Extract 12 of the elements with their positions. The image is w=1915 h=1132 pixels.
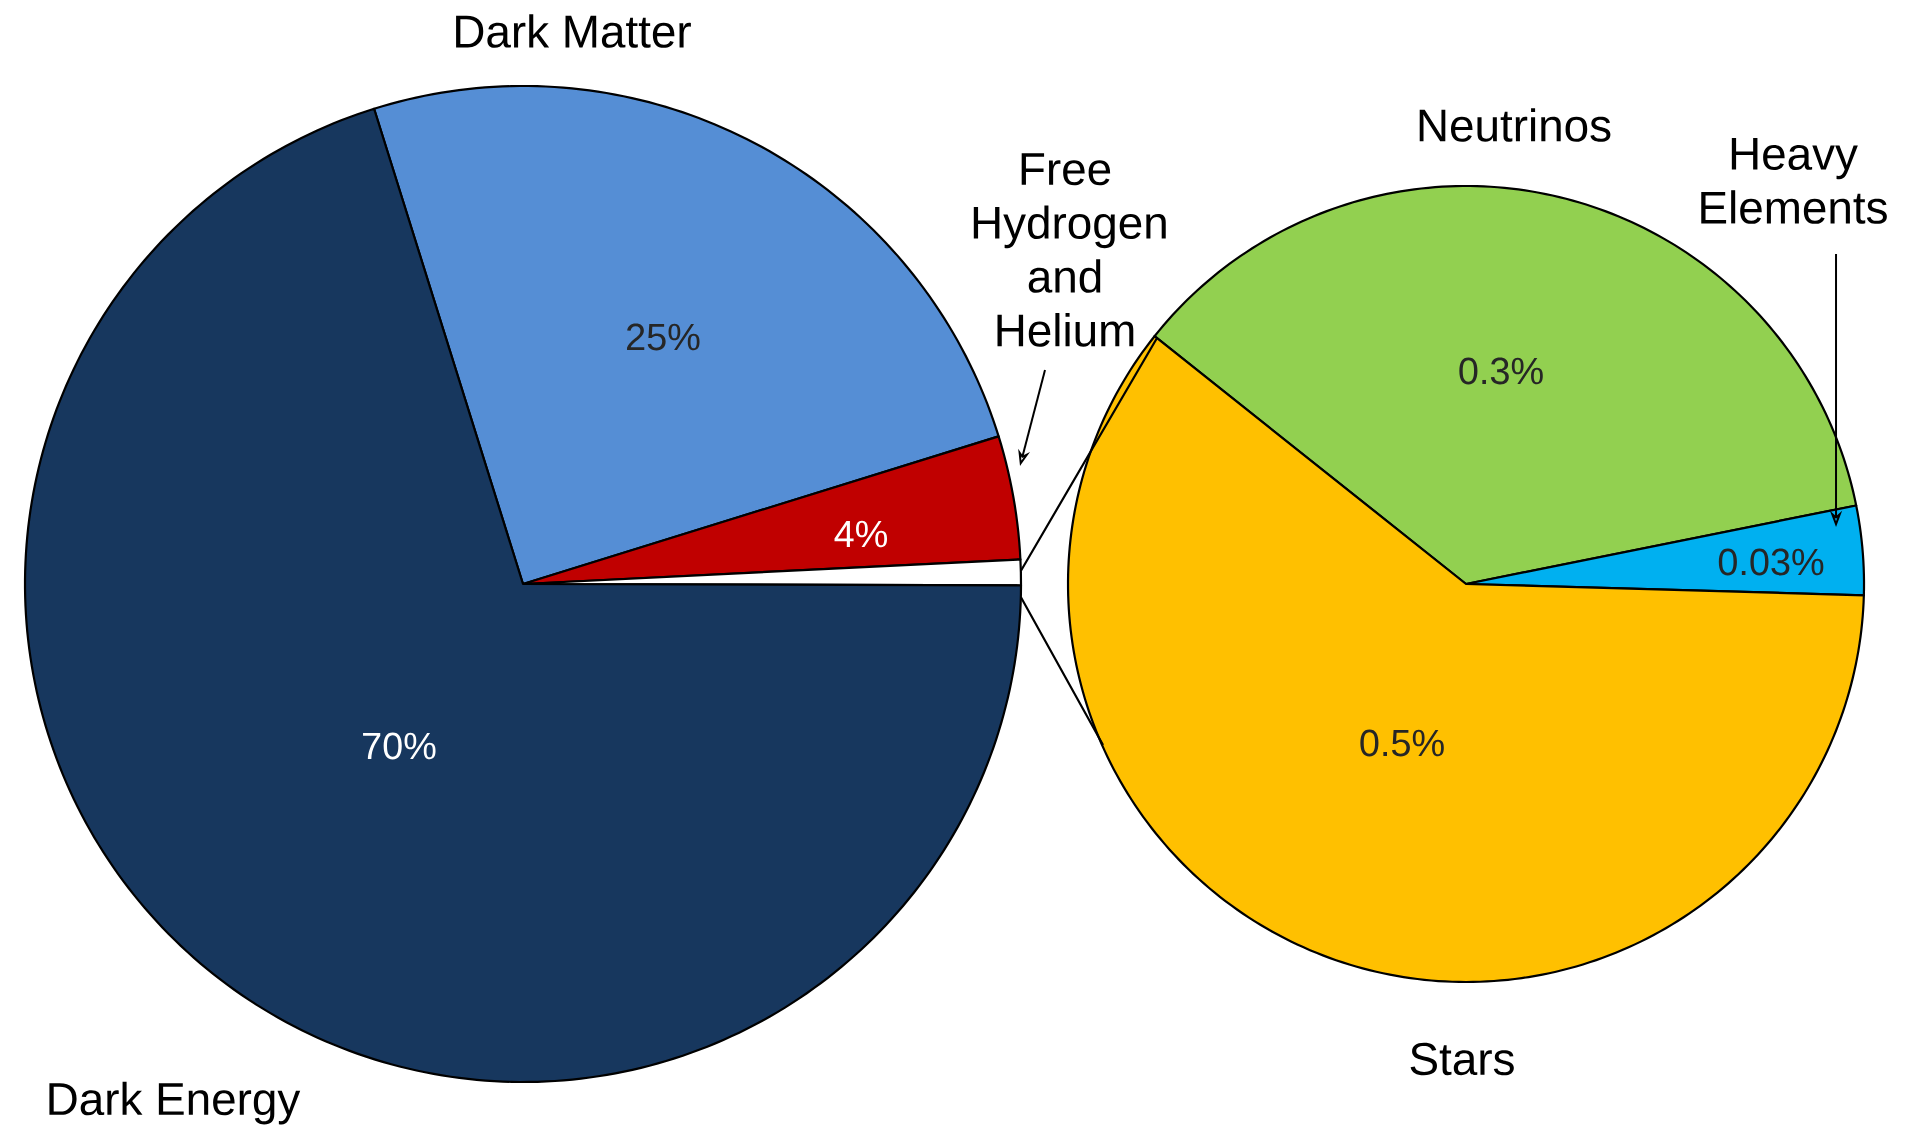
data-label: 70% <box>363 732 436 760</box>
data-label: 0.3% <box>1459 357 1543 385</box>
data-label: 0.03% <box>1718 548 1824 576</box>
slice-label: Heavy Elements <box>1701 138 1887 224</box>
slice-label: Free Hydrogen and Helium <box>973 153 1166 347</box>
slice-label: Dark Matter <box>456 14 691 48</box>
slice-label: Dark Energy <box>49 1081 301 1125</box>
data-label: 4% <box>834 520 888 548</box>
slice-label: Stars <box>1410 1042 1514 1076</box>
slice-label: Neutrinos <box>1419 108 1611 142</box>
data-label: 25% <box>627 323 700 351</box>
data-label: 0.5% <box>1360 729 1444 757</box>
